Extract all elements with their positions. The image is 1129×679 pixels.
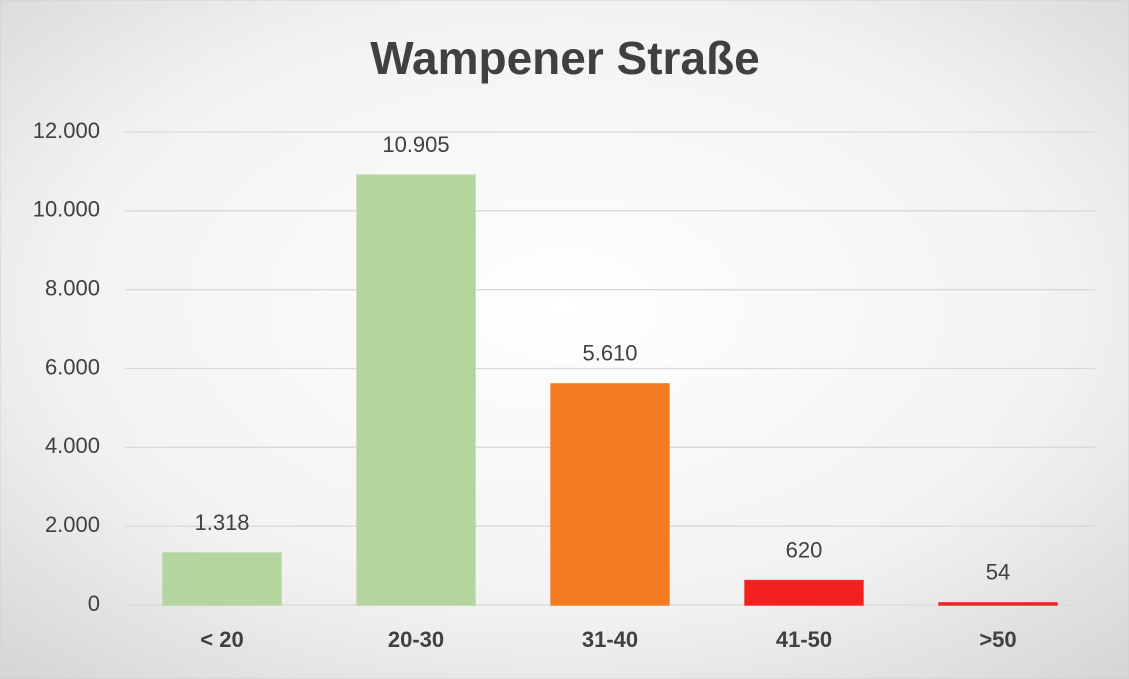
chart-title: Wampener Straße (370, 32, 759, 84)
x-tick-label: 31-40 (582, 627, 638, 652)
x-tick-label: 41-50 (776, 627, 832, 652)
y-tick-label: 10.000 (33, 197, 100, 222)
value-label: 10.905 (382, 132, 449, 157)
bar (162, 552, 282, 606)
value-label: 620 (786, 537, 823, 562)
y-tick-label: 4.000 (45, 433, 100, 458)
bar (550, 383, 670, 606)
y-tick-label: 12.000 (33, 118, 100, 143)
y-tick-label: 8.000 (45, 275, 100, 300)
bar (938, 602, 1058, 606)
y-tick-label: 2.000 (45, 512, 100, 537)
value-label: 1.318 (194, 510, 249, 535)
value-label: 5.610 (582, 341, 637, 366)
bar (356, 174, 476, 606)
x-tick-label: 20-30 (388, 627, 444, 652)
x-tick-label: < 20 (200, 627, 243, 652)
x-tick-label: >50 (979, 627, 1016, 652)
value-label: 54 (986, 560, 1010, 585)
y-tick-label: 6.000 (45, 354, 100, 379)
bar (744, 579, 864, 606)
y-tick-label: 0 (88, 591, 100, 616)
